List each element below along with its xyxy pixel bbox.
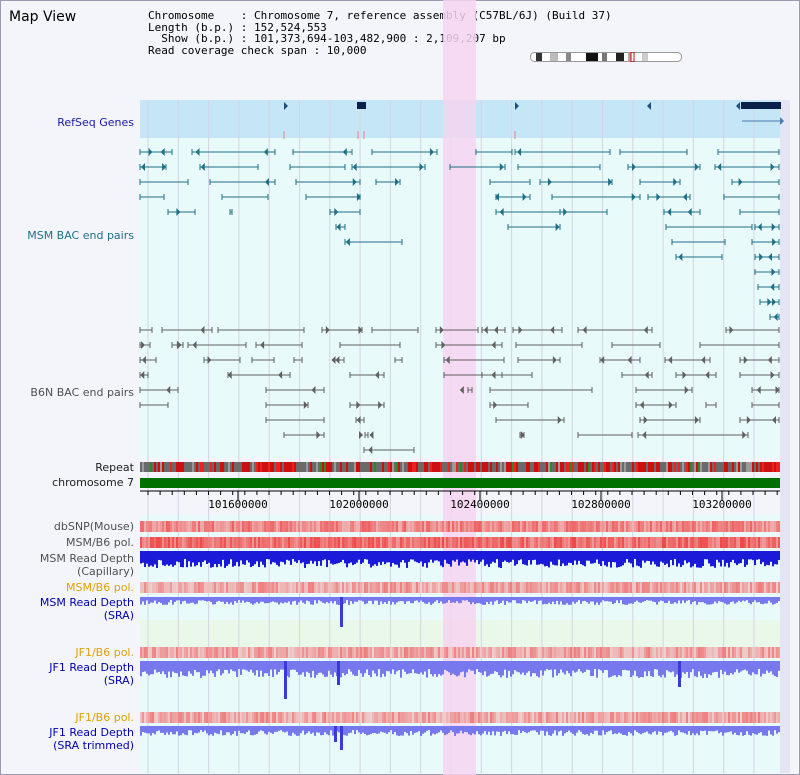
axis-tick-label: 102400000 (450, 498, 510, 511)
track-label-msm-depth-capillary-sub: (Capillary) (77, 565, 134, 578)
track-label-msm-b6-pol[interactable]: MSM/B6 pol. (66, 536, 134, 549)
track-label-msm-bac[interactable]: MSM BAC end pairs (27, 229, 134, 242)
chromosome-ideogram[interactable] (530, 52, 682, 62)
b6n-bac-pairs[interactable] (139, 326, 780, 454)
track-label-refseq[interactable]: RefSeq Genes (57, 116, 134, 129)
polymorphism-heat-tracks (140, 521, 780, 723)
track-label-jf1-depth-trimmed-sub: (SRA trimmed) (53, 739, 134, 752)
chromosome-bar (140, 478, 780, 488)
track-label-msm-depth-sra[interactable]: MSM Read Depth (39, 596, 134, 609)
position-axis (140, 490, 780, 500)
read-depth-tracks (140, 551, 780, 750)
axis-tick-label: 103200000 (692, 498, 752, 511)
repeat-track (140, 462, 780, 472)
track-label-msm-depth-sra-sub: (SRA) (103, 609, 134, 622)
track-label-msm-depth-capillary[interactable]: MSM Read Depth (39, 552, 134, 565)
msm-bac-pairs[interactable] (139, 148, 780, 321)
chromosome-info: Chromosome : Chromosome 7, reference ass… (148, 9, 612, 22)
page-title: Map View (9, 9, 77, 25)
selected-region-highlight[interactable] (443, 0, 476, 775)
track-label-chromosome: chromosome 7 (52, 476, 134, 489)
track-label-jf1-depth-sra-sub: (SRA) (103, 674, 134, 687)
track-label-repeat[interactable]: Repeat (95, 461, 134, 474)
region-info: Chromosome : Chromosome 7, reference ass… (148, 10, 612, 56)
track-label-dbsnp[interactable]: dbSNP(Mouse) (53, 520, 134, 533)
axis-tick-label: 102000000 (329, 498, 389, 511)
axis-tick-label: 102800000 (571, 498, 631, 511)
track-label-jf1-depth-sra[interactable]: JF1 Read Depth (49, 661, 134, 674)
axis-tick-label: 101600000 (208, 498, 268, 511)
refseq-gene-features[interactable] (283, 102, 784, 139)
track-label-jf1-b6-pol-2[interactable]: JF1/B6 pol. (75, 711, 134, 724)
track-label-jf1-b6-pol[interactable]: JF1/B6 pol. (75, 646, 134, 659)
track-label-jf1-depth-trimmed[interactable]: JF1 Read Depth (49, 726, 134, 739)
track-label-msm-b6-pol-2[interactable]: MSM/B6 pol. (66, 581, 134, 594)
coverage-span-info: Read coverage check span : 10,000 (148, 43, 367, 57)
track-label-b6n-bac[interactable]: B6N BAC end pairs (30, 386, 134, 399)
length-info: Length (b.p.) : 152,524,553 (148, 20, 327, 34)
